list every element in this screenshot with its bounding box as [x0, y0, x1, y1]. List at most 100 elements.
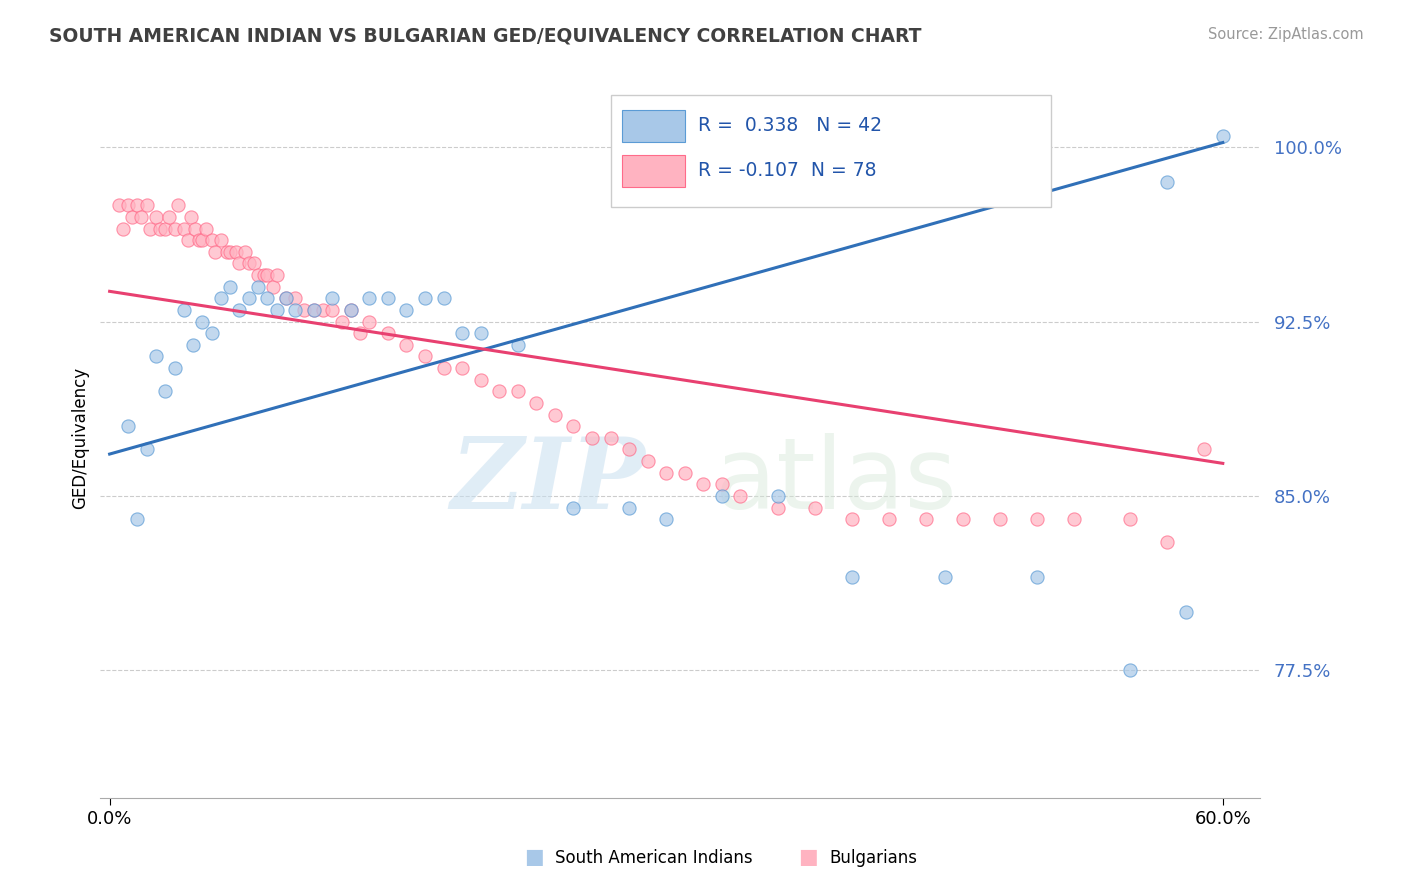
Point — [312, 302, 335, 317]
Point — [451, 361, 474, 376]
Text: R =  0.338   N = 42: R = 0.338 N = 42 — [697, 115, 882, 135]
Point — [225, 244, 247, 259]
Point — [252, 268, 274, 282]
Point — [180, 210, 202, 224]
Point — [209, 291, 232, 305]
Point — [121, 210, 143, 224]
Point — [395, 338, 418, 352]
Point — [692, 477, 714, 491]
Point — [284, 291, 307, 305]
Point — [108, 198, 131, 212]
Point — [1063, 512, 1085, 526]
Point — [135, 198, 157, 212]
Point — [262, 279, 284, 293]
Point — [470, 373, 492, 387]
Point — [117, 198, 139, 212]
Point — [1156, 535, 1178, 549]
Point — [841, 570, 863, 584]
Point — [173, 221, 195, 235]
Point — [617, 442, 640, 457]
Point — [181, 338, 204, 352]
Point — [544, 408, 567, 422]
Point — [730, 489, 752, 503]
Point — [432, 361, 454, 376]
Text: atlas: atlas — [714, 433, 956, 530]
Point — [673, 466, 696, 480]
Point — [135, 442, 157, 457]
Point — [432, 291, 454, 305]
Point — [506, 384, 529, 399]
Point — [127, 512, 149, 526]
Point — [581, 431, 603, 445]
Point — [215, 244, 238, 259]
Text: R = -0.107  N = 78: R = -0.107 N = 78 — [697, 161, 876, 180]
Point — [149, 221, 172, 235]
Text: ZIP: ZIP — [450, 433, 645, 529]
Point — [655, 512, 678, 526]
Point — [127, 198, 149, 212]
Point — [952, 512, 974, 526]
Point — [934, 570, 956, 584]
Point — [637, 454, 659, 468]
Point — [243, 256, 266, 270]
Point — [524, 396, 547, 410]
Point — [1026, 512, 1049, 526]
FancyBboxPatch shape — [621, 155, 685, 187]
Point — [562, 419, 585, 434]
Point — [1212, 128, 1234, 143]
Point — [1194, 442, 1216, 457]
Point — [219, 244, 242, 259]
Point — [294, 302, 316, 317]
Point — [359, 291, 381, 305]
Point — [599, 431, 621, 445]
Point — [195, 221, 218, 235]
Point — [256, 291, 278, 305]
Point — [617, 500, 640, 515]
Point — [377, 291, 399, 305]
Point — [803, 500, 825, 515]
Point — [710, 489, 733, 503]
Point — [176, 233, 198, 247]
Point — [1119, 663, 1142, 677]
Point — [111, 221, 134, 235]
Point — [204, 244, 226, 259]
Point — [238, 291, 260, 305]
Point — [321, 291, 343, 305]
Point — [330, 314, 353, 328]
Point — [988, 512, 1011, 526]
Point — [155, 221, 177, 235]
Point — [256, 268, 278, 282]
Point — [451, 326, 474, 341]
Point — [155, 384, 177, 399]
Point — [1156, 175, 1178, 189]
Point — [349, 326, 371, 341]
Point — [139, 221, 162, 235]
Point — [395, 302, 418, 317]
Point — [117, 419, 139, 434]
Point — [145, 350, 167, 364]
Point — [359, 314, 381, 328]
Point — [209, 233, 232, 247]
FancyBboxPatch shape — [610, 95, 1052, 207]
Point — [506, 338, 529, 352]
Point — [187, 233, 209, 247]
Point — [766, 489, 789, 503]
Point — [167, 198, 190, 212]
Point — [340, 302, 363, 317]
Point — [191, 314, 214, 328]
Point — [302, 302, 325, 317]
Text: ■: ■ — [799, 847, 818, 867]
Point — [228, 256, 250, 270]
Point — [163, 221, 186, 235]
Point — [284, 302, 307, 317]
Text: Bulgarians: Bulgarians — [830, 849, 918, 867]
Point — [877, 512, 900, 526]
Point — [766, 500, 789, 515]
Point — [1174, 605, 1197, 619]
Point — [266, 268, 288, 282]
Point — [201, 326, 224, 341]
Point — [413, 291, 436, 305]
Point — [488, 384, 510, 399]
Point — [247, 268, 270, 282]
Point — [233, 244, 256, 259]
